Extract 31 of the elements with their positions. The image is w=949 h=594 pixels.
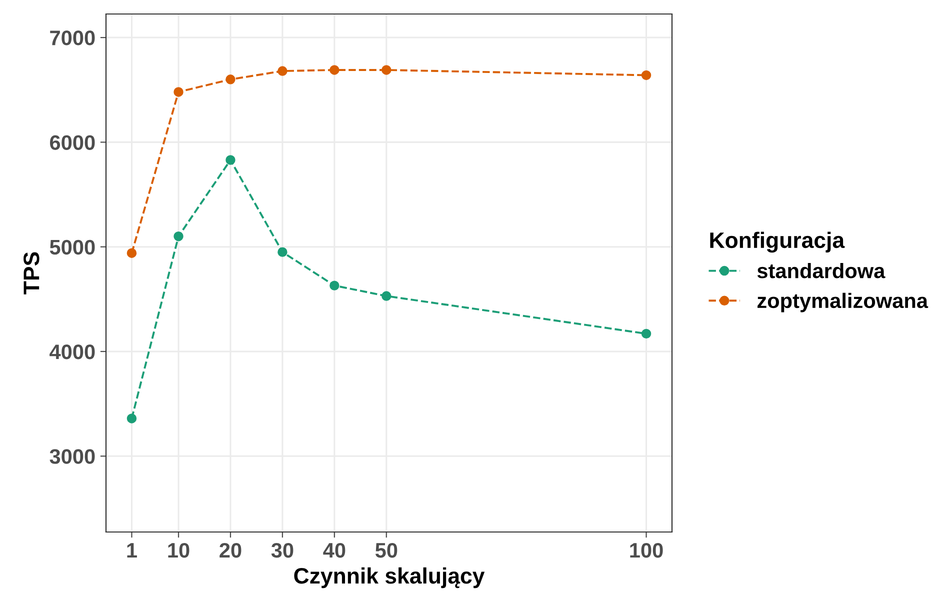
x-tick-label: 30 xyxy=(271,542,294,558)
y-tick-label: 6000 xyxy=(50,135,95,150)
point xyxy=(641,328,652,339)
x-tick-label: 1 xyxy=(127,543,137,558)
point xyxy=(330,280,340,290)
point xyxy=(126,248,137,258)
y-tick-label: 5000 xyxy=(50,240,95,255)
legend-label: standardowa xyxy=(757,262,886,278)
point xyxy=(382,65,392,75)
point xyxy=(126,414,137,424)
y-tick-label: 7000 xyxy=(50,30,95,46)
point xyxy=(226,74,236,84)
point xyxy=(174,87,184,97)
point xyxy=(278,66,288,76)
legend-label: zoptymalizowana xyxy=(758,292,928,312)
x-tick-label: 100 xyxy=(630,542,663,558)
point xyxy=(641,70,652,80)
x-axis-title: Czynnik skalujący xyxy=(294,567,485,588)
legend-title: Konfiguracja xyxy=(710,232,845,253)
x-tick-label: 10 xyxy=(168,542,190,558)
point xyxy=(382,291,392,301)
x-tick-label: 20 xyxy=(220,542,242,558)
x-tick-label: 50 xyxy=(375,542,398,558)
point xyxy=(174,232,184,242)
y-tick-label: 3000 xyxy=(50,449,95,464)
x-tick-label: 40 xyxy=(323,542,346,558)
y-tick-label: 4000 xyxy=(50,344,95,360)
point xyxy=(226,155,236,165)
point xyxy=(278,247,288,257)
y-axis-title: TPS xyxy=(24,252,40,294)
point xyxy=(330,65,340,75)
